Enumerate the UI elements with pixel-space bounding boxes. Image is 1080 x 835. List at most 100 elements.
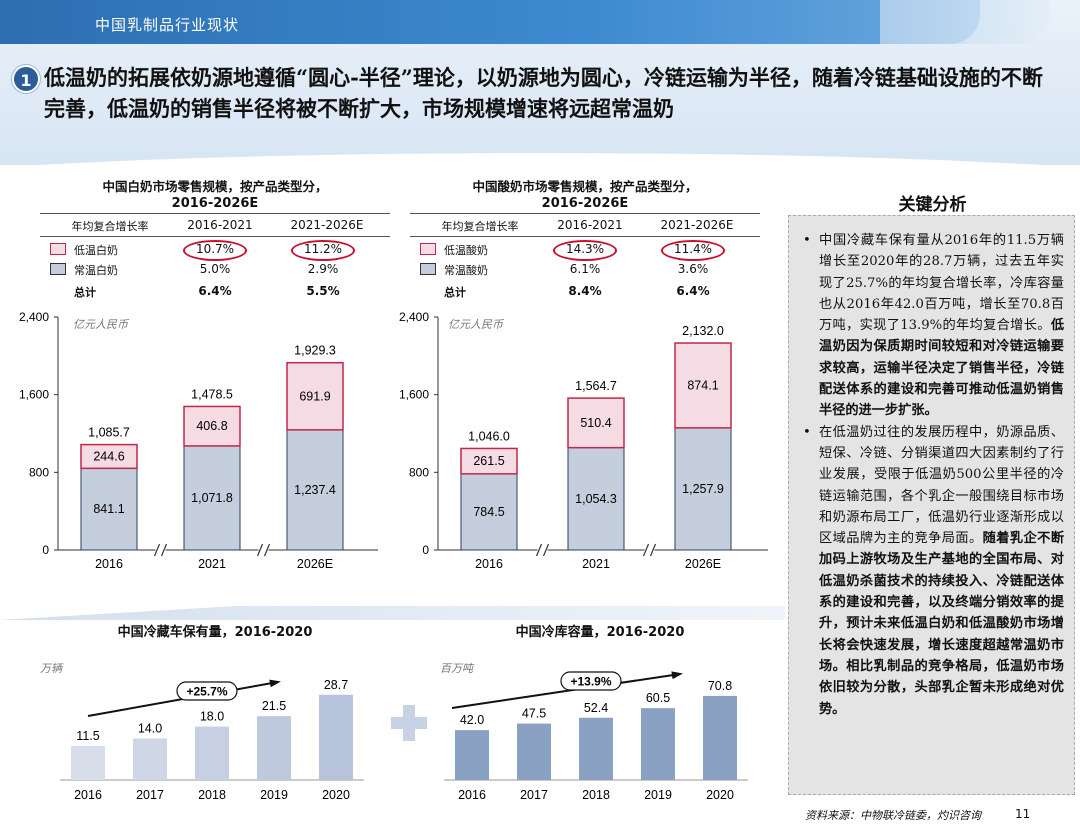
axis-break [644,544,655,556]
x-tick-label: 2017 [136,788,164,802]
total-label: 1,564.7 [575,379,617,393]
highlight-circle [183,240,247,261]
cagr-row-low: 低温酸奶 14.3% 11.4% [410,240,760,261]
legend-label-normal: 常温白奶 [74,264,118,277]
y-tick-label: 800 [409,465,429,479]
key-analysis-box: 中国冷藏车保有量从2016年的11.5万辆增长至2020年的28.7万辆，过去五… [788,215,1075,795]
data-label: 70.8 [708,679,732,693]
analysis-point-1: 中国冷藏车保有量从2016年的11.5万辆增长至2020年的28.7万辆，过去五… [799,230,1064,422]
bar [319,694,353,780]
y-tick-label: 1,600 [19,388,49,402]
data-label: 784.5 [473,505,504,519]
bar [133,738,167,780]
bar-segment-low [567,397,625,449]
chart2-title-line2: 2016-2026E [541,196,629,211]
cagr-row-normal: 常温白奶 5.0% 2.9% [40,262,390,280]
x-tick-label: 2021 [582,557,610,571]
chart3-unit: 万辆 [40,662,62,675]
chart2-title: 中国酸奶市场零售规模，按产品类型分， 2016-2026E [410,178,760,212]
cagr-value: 8.4% [568,284,602,298]
chart2-stacked-bar: 0 800 1,600 2,400 784.5 261.5 1,046.0 2016 1,054… [399,310,768,571]
x-tick-label: 2016 [475,557,503,571]
chart3-bar: 11.5 2016 14.0 2017 18.0 2018 21.5 2019 28.7 2020… [60,678,364,802]
x-tick-label: 2019 [644,788,672,802]
chart1-cagr-table: 年均复合增长率 2016-2021 2021-2026E 低温白奶 10.7% … [40,218,390,303]
cagr-label: +13.9% [570,675,611,689]
data-label: 1,237.4 [294,483,336,497]
chart2-cagr-table: 年均复合增长率 2016-2021 2021-2026E 低温酸奶 14.3% … [410,218,760,303]
cagr-arrow [451,673,681,709]
cagr-value: 11.4% [673,242,713,256]
data-label: 1,054.3 [575,492,617,506]
cagr-value: 14.3% [565,242,605,256]
cagr-header: 年均复合增长率 [441,220,519,233]
bar [257,716,291,780]
legend-label-normal: 常温酸奶 [444,264,488,277]
section-number-badge: 1 [12,65,40,93]
chart1-title: 中国白奶市场零售规模，按产品类型分， 2016-2026E [40,178,390,212]
arrow-head [671,671,683,680]
data-label: 60.5 [646,691,670,705]
x-tick-label: 2026E [297,557,333,571]
bar [703,695,737,780]
y-tick-label: 2,400 [19,310,49,324]
data-label: 1,257.9 [682,482,724,496]
chart1-unit: 亿元人民币 [73,318,128,331]
bar-segment-normal [286,429,344,551]
highlight-circle [291,240,355,261]
bar-segment-normal [80,467,138,551]
bar-segment-low [183,405,241,447]
x-tick-label: 2018 [198,788,226,802]
axis-break [155,544,166,556]
axis-break-mark [642,543,650,557]
cagr-row-normal: 常温酸奶 6.1% 3.6% [410,262,760,280]
cagr-badge [560,671,622,691]
total-label: 总计 [444,286,466,299]
title-bar-stripe [880,0,1050,44]
data-label: 406.8 [196,419,227,433]
title-bar: 中国乳制品行业现状 [0,0,1050,44]
chart4-bar: 42.0 2016 47.5 2017 52.4 2018 60.5 2019 70.8 2020… [444,671,748,802]
cagr-value: 11.2% [303,242,343,256]
axis-break [258,544,269,556]
chart2-title-rule [410,213,760,214]
legend-swatch-normal [50,263,66,275]
data-label: 510.4 [580,416,611,430]
y-tick-label: 0 [422,543,429,557]
axis-break-mark [153,543,161,557]
cagr-value: 2.9% [307,262,339,276]
data-label: 28.7 [324,678,348,692]
x-tick-label: 2016 [458,788,486,802]
analysis-point-2: 在低温奶过往的发展历程中，奶源品质、短保、冷链、分销渠道四大因素制约了行业发展，… [799,422,1064,720]
plus-icon [391,705,427,741]
total-label: 1,046.0 [468,429,510,443]
cagr-row-total: 总计 6.4% 5.5% [40,284,390,302]
cagr-row-low: 低温白奶 10.7% 11.2% [40,240,390,261]
data-label: 1,071.8 [191,491,233,505]
chart1-title-rule [40,213,390,214]
x-tick-label: 2020 [706,788,734,802]
key-analysis-title: 关键分析 [898,195,967,215]
y-tick-label: 0 [42,543,49,557]
bar [517,723,551,780]
source-note: 资料来源：中物联冷链委，灼识咨询 [805,809,981,822]
bar [71,745,105,780]
data-label: 874.1 [687,378,718,392]
total-label: 总计 [74,286,96,299]
legend-swatch-low [420,243,436,255]
analysis-emphasis: 低温奶因为保质期时间较短和对冷链运输要求较高，运输半径决定了销售半径，冷链配送体… [819,318,1064,419]
section-title: 中国乳制品行业现状 [95,16,240,34]
cagr-header-row: 年均复合增长率 2016-2021 2021-2026E [410,218,760,236]
data-label: 11.5 [76,729,99,743]
axis-break-mark [535,543,543,557]
bar-segment-low [286,361,344,431]
data-label: 21.5 [262,699,286,713]
bar-segment-normal [567,447,625,551]
bar-segment-normal [460,473,518,551]
axis-break-mark [542,543,550,557]
bar-segment-low [460,447,518,475]
headline: 低温奶的拓展依奶源地遵循“圆心-半径”理论，以奶源地为圆心，冷链运输为半径，随着… [44,65,1043,121]
axis-break-mark [256,543,264,557]
x-tick-label: 2016 [74,788,102,802]
total-label: 1,085.7 [88,426,130,440]
